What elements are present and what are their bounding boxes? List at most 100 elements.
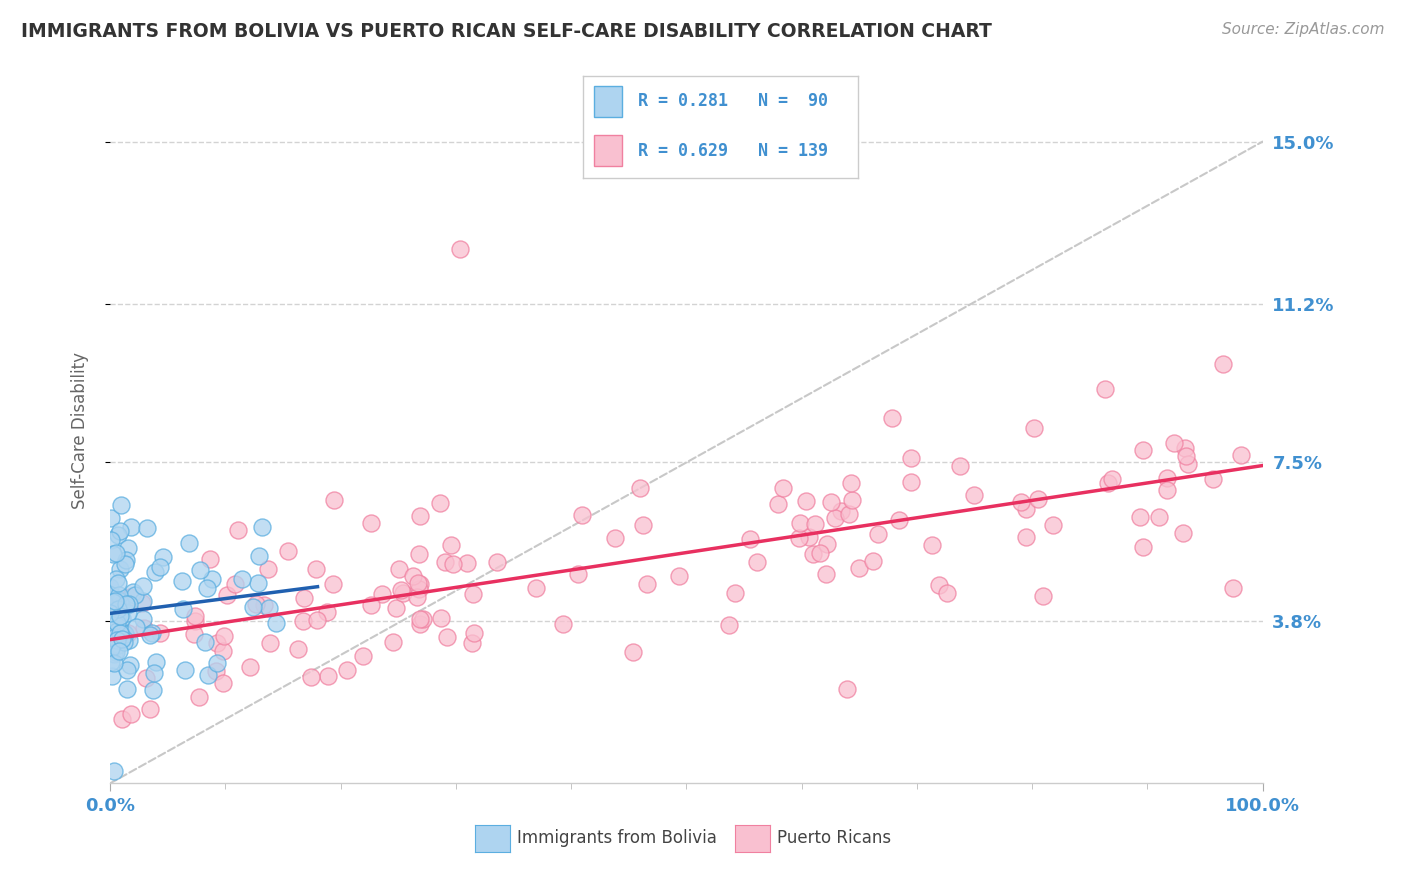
Point (862, 554, 884, 568)
Point (1024, 420, 1046, 434)
Point (110, 598, 132, 612)
Point (226, 524, 249, 538)
Point (766, 497, 789, 511)
Point (135, 671, 157, 685)
Point (215, 588, 238, 602)
Point (111, 625, 134, 640)
Text: Immigrants from Bolivia: Immigrants from Bolivia (517, 830, 717, 847)
Point (198, 552, 221, 566)
Point (352, 648, 374, 663)
Point (184, 615, 207, 629)
Point (433, 555, 456, 569)
Point (207, 656, 229, 670)
Point (142, 682, 165, 697)
Point (101, 594, 124, 608)
Point (936, 585, 959, 599)
Point (131, 596, 153, 610)
Point (841, 476, 863, 491)
Point (104, 594, 127, 608)
Point (108, 644, 131, 658)
Point (1094, 383, 1116, 397)
Point (408, 582, 430, 597)
Point (117, 606, 139, 620)
Point (121, 584, 143, 599)
Point (429, 496, 451, 510)
Point (207, 636, 229, 650)
Point (188, 690, 211, 704)
Point (628, 481, 651, 495)
Point (149, 560, 172, 574)
Point (824, 511, 846, 525)
Point (134, 621, 156, 635)
Point (132, 579, 155, 593)
Point (115, 663, 138, 677)
Point (322, 576, 344, 591)
Point (1212, 357, 1234, 371)
Point (1174, 449, 1197, 463)
Point (183, 627, 205, 641)
Point (118, 632, 141, 647)
Point (132, 594, 155, 608)
Point (120, 519, 142, 533)
Point (143, 666, 166, 681)
Text: R = 0.629   N = 139: R = 0.629 N = 139 (638, 142, 828, 160)
Point (921, 538, 943, 552)
Point (118, 591, 141, 605)
Point (408, 547, 430, 561)
Point (409, 612, 432, 626)
Point (571, 508, 593, 522)
Point (145, 655, 167, 669)
Point (125, 620, 148, 634)
Point (197, 581, 219, 595)
Point (188, 563, 211, 577)
Point (316, 669, 339, 683)
Point (789, 516, 811, 530)
Point (1156, 483, 1178, 497)
Point (105, 572, 128, 586)
Point (441, 557, 464, 571)
Point (848, 561, 870, 575)
Point (745, 555, 768, 569)
Point (1156, 471, 1178, 485)
Point (287, 641, 309, 656)
Point (1026, 492, 1049, 507)
Point (108, 601, 131, 615)
Point (738, 532, 761, 546)
Point (257, 601, 280, 615)
Point (1174, 442, 1197, 456)
Point (456, 557, 478, 571)
Point (253, 599, 276, 613)
Point (772, 481, 794, 495)
Point (104, 614, 127, 628)
Point (152, 549, 174, 564)
Point (402, 569, 425, 583)
Point (98, 606, 121, 620)
Point (107, 615, 129, 630)
Point (174, 663, 197, 677)
Point (112, 635, 135, 649)
Point (105, 624, 128, 638)
Point (103, 639, 125, 653)
Point (100, 655, 122, 669)
Point (1101, 472, 1123, 486)
Point (118, 597, 141, 611)
Bar (595, 136, 621, 166)
Point (107, 528, 129, 542)
Point (1015, 530, 1038, 544)
Point (815, 537, 838, 551)
Point (1171, 526, 1194, 541)
Point (336, 663, 359, 677)
Point (149, 626, 172, 640)
Point (100, 511, 122, 525)
Point (107, 632, 129, 647)
Point (900, 475, 922, 490)
Point (388, 562, 411, 576)
Point (794, 493, 817, 508)
Point (103, 764, 125, 778)
Point (103, 657, 125, 671)
Point (114, 557, 136, 571)
Point (724, 586, 747, 600)
Point (1097, 475, 1119, 490)
Point (101, 669, 124, 683)
Point (114, 552, 136, 566)
